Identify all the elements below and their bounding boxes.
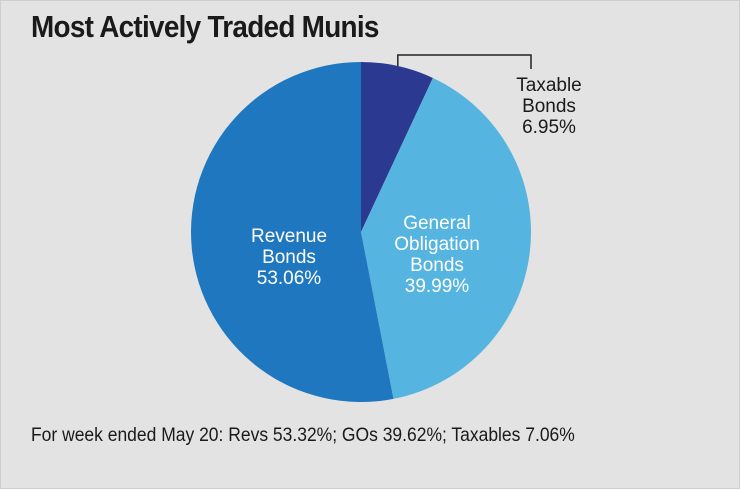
leader-line-taxable-bonds [397, 54, 532, 69]
pie-slice-general-obligation-bonds [361, 77, 532, 399]
pie-slice-revenue-bonds [191, 62, 394, 402]
pie-slice-taxable-bonds [361, 61, 433, 232]
chart-title: Most Actively Traded Munis [31, 9, 379, 44]
slice-label-revenue-bonds: Revenue Bonds 53.06% [251, 226, 327, 289]
slice-label-general-obligation-bonds: General Obligation Bonds 39.99% [394, 213, 480, 297]
slice-label-taxable-bonds: Taxable Bonds 6.95% [516, 75, 582, 138]
chart-footnote: For week ended May 20: Revs 53.32%; GOs … [31, 425, 575, 446]
